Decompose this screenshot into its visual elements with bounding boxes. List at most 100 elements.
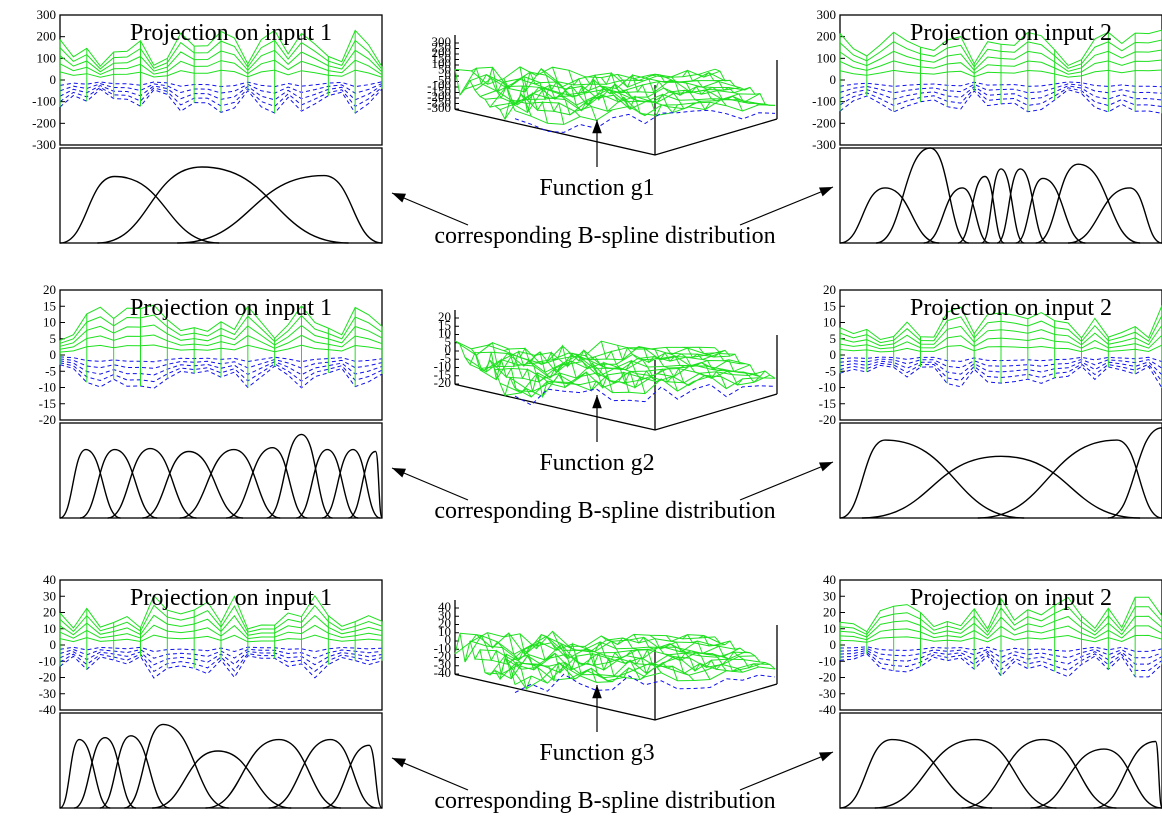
arrow-head [392, 468, 406, 478]
y-tick-label: 40 [43, 572, 56, 587]
y-tick-label: -100 [32, 94, 56, 109]
surface-mesh-line [617, 637, 678, 681]
bspline-basis-curve [124, 723, 229, 809]
negative-projection-curve [59, 655, 383, 679]
surface-mesh-line [714, 347, 776, 379]
surface-mesh-line [552, 344, 613, 393]
z-tick-label: -15 [434, 367, 451, 382]
bspline-basis-curve [839, 187, 940, 244]
y-tick-label: -15 [819, 396, 836, 411]
surface-mesh-line [568, 645, 630, 678]
y-tick-label: -40 [39, 702, 56, 717]
z-tick-label: -300 [427, 100, 451, 115]
z-tick-label: 250 [432, 40, 452, 55]
y-tick-label: -5 [45, 363, 56, 378]
bspline-basis-curve [961, 738, 1117, 809]
y-tick-label: 200 [817, 29, 837, 44]
surface-negative-line [514, 673, 776, 694]
z-tick-label: 5 [445, 334, 452, 349]
y-tick-label: -100 [812, 94, 836, 109]
bspline-frame [59, 422, 383, 519]
y-tick-label: 0 [50, 72, 57, 87]
y-tick-label: 300 [817, 7, 837, 22]
surface-mesh-line [487, 632, 548, 684]
bspline-basis-curve [177, 174, 383, 244]
surface-mesh-line [487, 67, 548, 124]
z-tick-label: -5 [440, 350, 451, 365]
z-tick-label: -10 [434, 640, 451, 655]
bspline-basis-curve [79, 448, 158, 519]
surface-mesh-line [535, 633, 597, 683]
bspline-frame [839, 712, 1162, 809]
surface-mesh-line [600, 341, 662, 383]
surface-mesh-line [633, 634, 695, 681]
y-tick-label: 20 [43, 282, 56, 297]
y-tick-label: 20 [823, 605, 836, 620]
z-tick-label: -20 [434, 375, 451, 390]
bspline-basis-curve [179, 448, 281, 519]
y-tick-label: -10 [39, 653, 56, 668]
surface-mesh-line [552, 67, 613, 112]
y-tick-label: 10 [823, 315, 836, 330]
y-tick-label: 0 [50, 637, 57, 652]
arrow-head [592, 685, 602, 699]
surface-mesh-line [633, 346, 695, 386]
z-tick-label: 20 [438, 616, 451, 631]
bspline-basis-curve [296, 448, 359, 519]
arrow-line [739, 186, 834, 226]
y-tick-label: 10 [43, 315, 56, 330]
arrow-head [819, 462, 833, 472]
y-tick-label: -30 [819, 686, 836, 701]
surface-mesh-line [454, 69, 516, 121]
y-tick-label: 100 [817, 50, 837, 65]
arrow-head [392, 758, 406, 768]
z-tick-label: -50 [434, 73, 451, 88]
arrow-line [391, 757, 469, 791]
bspline-basis-curve [107, 447, 197, 519]
z-tick-label: 10 [438, 326, 451, 341]
projection-title: Projection on input 2 [910, 295, 1112, 321]
bspline-basis-curve [226, 446, 308, 519]
function-label: Function g2 [539, 450, 654, 476]
surface-mesh-line [503, 348, 565, 384]
y-tick-label: 40 [823, 572, 836, 587]
surface-mesh-line [536, 351, 597, 392]
y-tick-label: 0 [830, 347, 837, 362]
y-tick-label: 0 [830, 637, 837, 652]
y-tick-label: 300 [37, 7, 57, 22]
surface-mesh-line [487, 341, 548, 399]
surface-mesh-line [568, 349, 630, 393]
surface-mesh-line [714, 636, 776, 670]
surface-mesh-line [514, 101, 776, 125]
y-tick-label: 5 [50, 331, 57, 346]
surface-mesh-line [698, 634, 760, 669]
bspline-basis-curve [59, 738, 111, 809]
bspline-frame [839, 422, 1162, 519]
surface-mesh-line [584, 355, 646, 394]
z-tick-label: 10 [438, 624, 451, 639]
surface-mesh-line [698, 346, 760, 384]
bspline-basis-curve [981, 168, 1025, 244]
surface-mesh-line [454, 340, 516, 397]
bspline-basis-curve [874, 738, 1057, 809]
bspline-frame [839, 147, 1162, 244]
bspline-distribution-label: corresponding B-spline distribution [434, 788, 775, 814]
projection-title: Projection on input 2 [910, 585, 1112, 611]
surface-mesh-line [600, 635, 662, 675]
function-label: Function g1 [539, 175, 654, 201]
bspline-basis-curve [923, 187, 990, 244]
arrow-head [819, 187, 833, 197]
z-tick-label: -250 [427, 95, 451, 110]
bspline-basis-curve [348, 450, 383, 519]
z-tick-label: -10 [434, 359, 451, 374]
bspline-basis-curve [266, 433, 333, 519]
y-tick-label: -5 [825, 363, 836, 378]
surface-negative-line [514, 383, 776, 406]
y-tick-label: 15 [43, 298, 56, 313]
surface-mesh-line [470, 634, 532, 691]
y-tick-label: -40 [819, 702, 836, 717]
arrow-head [592, 120, 602, 134]
